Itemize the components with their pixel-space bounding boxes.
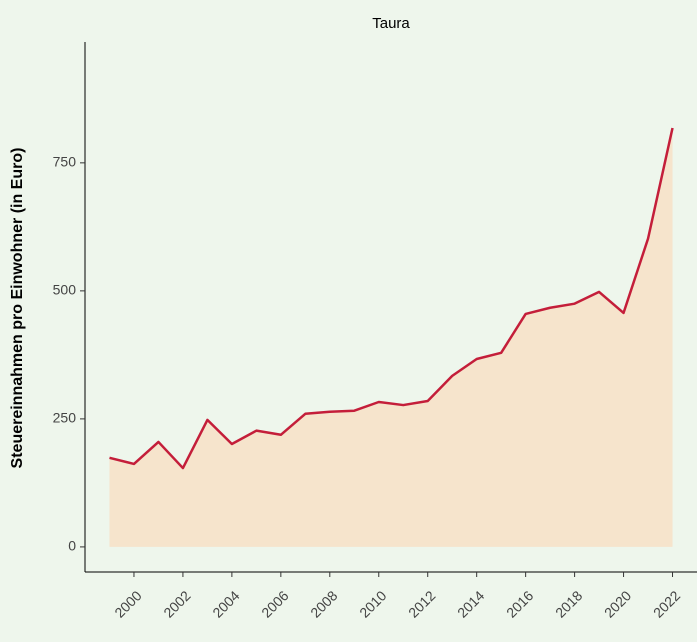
area bbox=[109, 128, 673, 547]
x-tick-label: 2004 bbox=[209, 587, 242, 620]
x-tick-label: 2012 bbox=[405, 587, 438, 620]
x-tick-label: 2022 bbox=[650, 587, 683, 620]
y-tick-label: 0 bbox=[68, 538, 76, 554]
y-tick-label: 500 bbox=[53, 282, 77, 298]
x-tick-label: 2006 bbox=[258, 587, 291, 620]
y-axis-label: Steuereinnahmen pro Einwohner (in Euro) bbox=[9, 148, 26, 469]
x-tick-label: 2010 bbox=[356, 587, 389, 620]
x-tick-label: 2008 bbox=[307, 587, 340, 620]
line bbox=[109, 127, 674, 470]
x-tick-label: 2018 bbox=[552, 587, 585, 620]
x-tick-label: 2000 bbox=[111, 587, 144, 620]
x-tick-label: 2002 bbox=[160, 587, 193, 620]
y-tick-label: 250 bbox=[53, 410, 77, 426]
y-tick-label: 750 bbox=[53, 154, 77, 170]
chart-title: Taura bbox=[372, 15, 410, 32]
x-tick-label: 2020 bbox=[601, 587, 634, 620]
x-tick-label: 2016 bbox=[503, 587, 536, 620]
x-tick-label: 2014 bbox=[454, 587, 487, 620]
